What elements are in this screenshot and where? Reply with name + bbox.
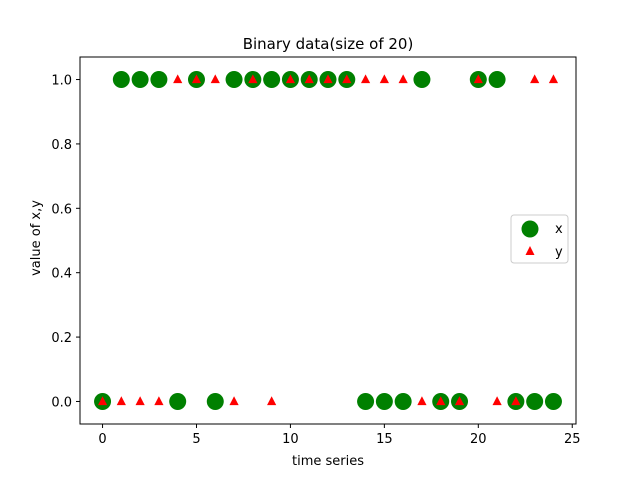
series-y-points <box>97 74 559 406</box>
legend: x y <box>510 214 569 264</box>
data-point-y <box>116 396 126 406</box>
data-point-x <box>263 71 281 89</box>
data-point-y <box>398 74 408 84</box>
data-point-y <box>229 396 239 406</box>
data-point-y <box>530 74 540 84</box>
data-point-y <box>248 74 258 84</box>
data-point-x <box>488 71 506 89</box>
data-point-x <box>131 71 149 89</box>
y-tick-label: 1.0 <box>51 74 72 89</box>
data-point-x <box>112 71 130 89</box>
data-point-x <box>394 392 412 410</box>
x-tick-label: 5 <box>192 432 200 447</box>
legend-marker-y <box>525 246 535 255</box>
data-point-y <box>267 396 277 406</box>
legend-label-x: x <box>555 222 563 237</box>
data-point-y <box>454 396 465 406</box>
data-point-y <box>191 74 202 84</box>
data-point-x <box>206 392 224 410</box>
data-point-y <box>97 396 108 406</box>
data-point-y <box>417 396 427 406</box>
data-point-x <box>375 392 393 410</box>
data-point-y <box>135 396 145 406</box>
data-point-y <box>473 74 483 84</box>
data-point-y <box>210 74 220 84</box>
chart-title: Binary data(size of 20) <box>243 35 414 53</box>
data-point-y <box>511 396 521 406</box>
data-point-x <box>169 392 187 410</box>
data-point-y <box>154 396 164 406</box>
data-point-y <box>285 74 296 84</box>
y-tick-label: 0.2 <box>51 331 72 346</box>
y-tick-label: 0.6 <box>51 202 72 217</box>
legend-marker-x <box>521 220 539 238</box>
data-point-x <box>544 392 562 410</box>
data-point-y <box>304 74 314 84</box>
data-point-y <box>173 74 183 84</box>
y-tick-label: 0.8 <box>51 138 72 153</box>
data-point-y <box>436 396 446 406</box>
x-tick-label: 20 <box>470 432 487 447</box>
data-point-x <box>413 71 431 89</box>
x-tick-label: 25 <box>564 432 581 447</box>
data-point-y <box>342 74 352 84</box>
data-point-x <box>150 71 168 89</box>
data-point-x <box>357 392 375 410</box>
y-tick-label: 0.4 <box>51 267 72 282</box>
x-axis-label: time series <box>292 454 364 469</box>
data-point-x <box>526 392 544 410</box>
x-axis-ticks: 0 5 10 15 20 25 <box>98 424 581 447</box>
data-point-y <box>323 74 333 84</box>
data-point-y <box>548 74 559 84</box>
legend-label-y: y <box>555 245 563 260</box>
plot-frame <box>79 56 577 425</box>
data-point-y <box>360 74 371 84</box>
y-axis-label: value of x,y <box>29 200 44 276</box>
x-tick-label: 15 <box>376 432 393 447</box>
data-point-x <box>225 71 243 89</box>
x-tick-label: 0 <box>98 432 106 447</box>
data-point-y <box>492 396 502 406</box>
x-tick-label: 10 <box>282 432 299 447</box>
y-tick-label: 0.0 <box>51 395 72 410</box>
data-point-y <box>379 74 389 84</box>
y-axis-ticks: 0.0 0.2 0.4 0.6 0.8 1.0 <box>51 74 80 410</box>
